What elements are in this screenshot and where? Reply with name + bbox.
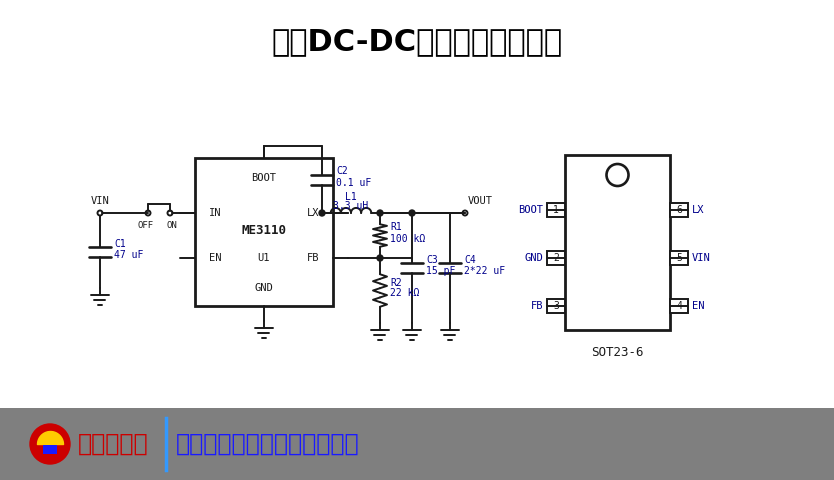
Circle shape [30, 424, 70, 464]
Bar [670, 251, 688, 265]
Text: VOUT: VOUT [468, 196, 493, 206]
Text: 专注电子元件销售和技术服务: 专注电子元件销售和技术服务 [176, 432, 359, 456]
Text: ON: ON [167, 221, 178, 230]
Text: 芯天上电子: 芯天上电子 [78, 432, 148, 456]
Text: EN: EN [692, 301, 705, 311]
Text: 3: 3 [553, 301, 559, 311]
Text: LX: LX [307, 208, 319, 218]
Text: 100 kΩ: 100 kΩ [390, 233, 425, 243]
Circle shape [606, 164, 629, 186]
Bar [547, 203, 565, 217]
Text: 22 kΩ: 22 kΩ [390, 288, 420, 299]
Text: ME3110: ME3110 [242, 224, 287, 237]
Text: GND: GND [254, 283, 274, 293]
Text: 微盝DC-DC降压典型应用案例: 微盝DC-DC降压典型应用案例 [271, 27, 563, 57]
Text: 2*22 uF: 2*22 uF [464, 266, 505, 276]
Bar [547, 251, 565, 265]
Text: R1: R1 [390, 223, 402, 232]
Text: VIN: VIN [692, 253, 711, 263]
Bar [670, 203, 688, 217]
Text: SOT23-6: SOT23-6 [591, 346, 644, 359]
Text: OFF: OFF [138, 221, 154, 230]
Text: 47 uF: 47 uF [114, 250, 143, 260]
Text: 0.1 uF: 0.1 uF [336, 178, 371, 188]
Bar [547, 299, 565, 313]
Circle shape [377, 255, 383, 261]
Circle shape [377, 210, 383, 216]
Text: C3: C3 [426, 255, 438, 265]
Circle shape [319, 210, 325, 216]
Text: BOOT: BOOT [252, 173, 277, 183]
Text: 6: 6 [676, 205, 682, 215]
Text: R2: R2 [390, 277, 402, 288]
Bar [195, 158, 333, 306]
Text: 3.3 uH: 3.3 uH [334, 201, 369, 211]
Text: EN: EN [209, 253, 222, 263]
Text: FB: FB [530, 301, 543, 311]
Bar [670, 299, 688, 313]
Text: FB: FB [307, 253, 319, 263]
Bar [565, 155, 670, 330]
Text: U1: U1 [258, 253, 270, 263]
Text: VIN: VIN [91, 196, 109, 206]
Text: 4: 4 [676, 301, 682, 311]
Text: BOOT: BOOT [518, 205, 543, 215]
Text: IN: IN [209, 208, 222, 218]
Text: 1: 1 [553, 205, 559, 215]
Text: GND: GND [525, 253, 543, 263]
Text: C2: C2 [336, 167, 348, 177]
Text: 15 pF: 15 pF [426, 266, 455, 276]
Text: L1: L1 [345, 192, 357, 202]
Text: C1: C1 [114, 239, 126, 249]
Bar [0, 408, 834, 480]
Circle shape [409, 210, 415, 216]
Bar [43, 445, 57, 454]
Text: 5: 5 [676, 253, 682, 263]
Text: LX: LX [692, 205, 705, 215]
Text: 2: 2 [553, 253, 559, 263]
Text: C4: C4 [464, 255, 475, 265]
